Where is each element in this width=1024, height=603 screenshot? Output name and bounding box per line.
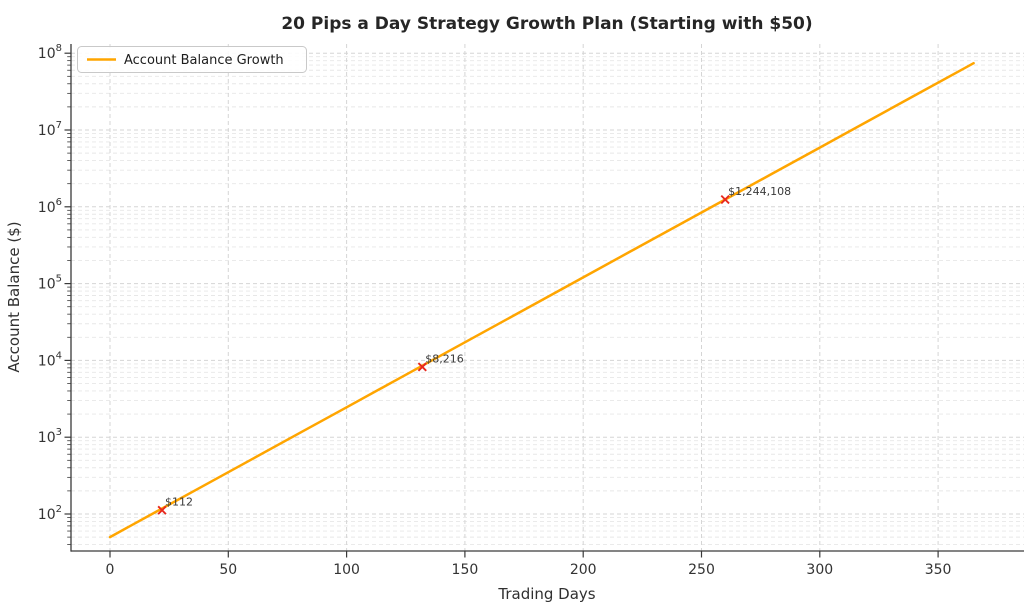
x-tick-label: 200: [570, 562, 597, 578]
x-tick-label: 350: [925, 562, 952, 578]
x-tick-label: 100: [333, 562, 360, 578]
x-marker: [417, 362, 427, 372]
y-tick-exponent: 4: [56, 350, 62, 361]
milestone-markers: [157, 194, 730, 515]
x-marker: [720, 194, 730, 205]
annotation-label: $8,216: [425, 352, 464, 365]
y-tick-exponent: 8: [56, 43, 62, 54]
x-marker: [157, 505, 167, 515]
axis-tick-labels: 0 50 100 150 200 250 300 350 102 103 104 105 106 107 1…: [38, 43, 952, 578]
milestone-annotations: $112 $8,216 $1,244,108: [165, 185, 791, 509]
x-tick-label: 250: [688, 562, 715, 578]
y-axis-label: Account Balance ($): [5, 221, 23, 372]
y-tick-label: 105: [38, 274, 62, 293]
x-tick-label: 50: [219, 562, 237, 578]
chart-title: 20 Pips a Day Strategy Growth Plan (Star…: [281, 14, 812, 34]
legend: Account Balance Growth: [77, 46, 307, 73]
legend-label: Account Balance Growth: [124, 53, 284, 68]
y-tick-exponent: 3: [56, 427, 62, 438]
y-tick-label: 104: [38, 350, 62, 369]
axis-ticks: [64, 52, 939, 558]
annotation-label: $112: [165, 496, 193, 509]
minor-gridlines: [71, 56, 1024, 546]
legend-box: [77, 46, 307, 73]
y-tick-exponent: 6: [56, 197, 62, 208]
major-gridlines: [71, 44, 1024, 551]
series-line: [108, 61, 975, 539]
y-tick-label: 108: [38, 43, 62, 62]
annotation-label: $1,244,108: [728, 185, 791, 198]
x-tick-label: 150: [452, 562, 479, 578]
y-tick-label: 102: [38, 504, 62, 523]
y-tick-exponent: 5: [56, 274, 62, 285]
y-tick-label: 106: [38, 197, 62, 216]
y-tick-exponent: 7: [56, 120, 62, 131]
x-tick-label: 0: [106, 562, 115, 578]
y-tick-label: 103: [38, 427, 62, 446]
y-tick-exponent: 2: [56, 504, 62, 515]
x-tick-label: 300: [806, 562, 833, 578]
x-axis-label: Trading Days: [497, 585, 595, 603]
y-tick-label: 107: [38, 120, 62, 139]
